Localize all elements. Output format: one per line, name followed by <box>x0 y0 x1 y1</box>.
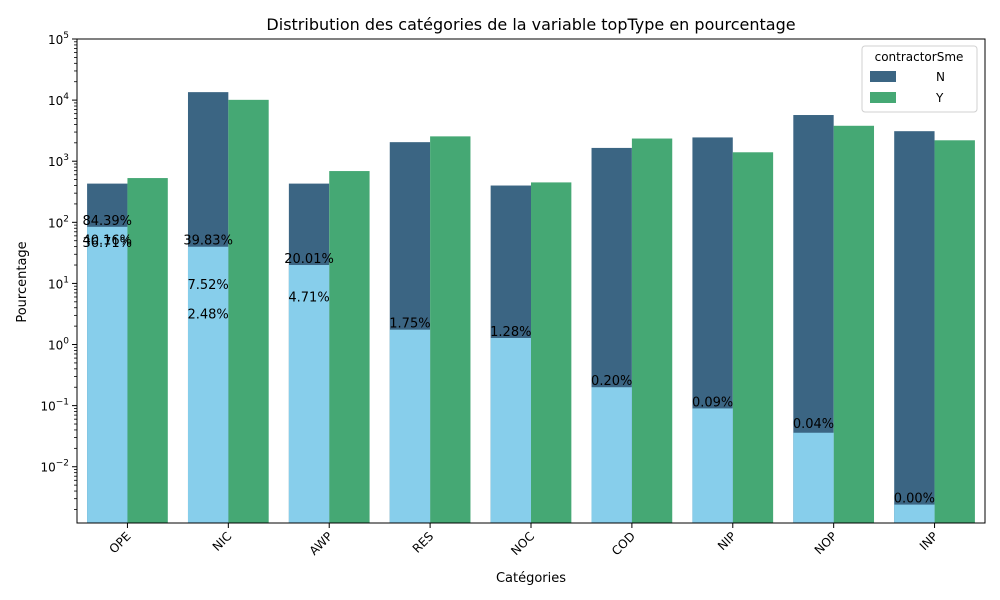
x-axis: OPE NIC AWP RES NOC COD NIP NOP INP <box>107 523 941 558</box>
y-tick-exponent: 2 <box>63 214 69 224</box>
x-tick-label-nic: NIC <box>210 529 235 554</box>
annotation-nop: 0.04% <box>793 417 834 432</box>
annotation-ope: 40.16% <box>82 234 132 249</box>
y-tick-exponent: 5 <box>63 31 69 41</box>
y-tick-base: 10 <box>40 400 55 414</box>
legend-label-n: N <box>936 70 945 84</box>
annotation-inp: 0.00% <box>894 492 935 507</box>
percentage-bar-ope <box>87 226 128 523</box>
y-tick-base: 10 <box>48 155 63 169</box>
percentage-bar-nop <box>793 432 834 523</box>
y-tick-label: 104 <box>48 92 69 108</box>
y-tick-base: 10 <box>40 461 55 475</box>
percentage-bar-awp <box>288 265 330 523</box>
y-tick-label: 101 <box>48 275 69 291</box>
y-tick-exponent: 0 <box>63 337 69 347</box>
legend-swatch-y <box>870 92 896 103</box>
percentage-bar-cod <box>591 387 632 523</box>
bar-y-nip <box>732 152 774 524</box>
y-tick-label: 100 <box>48 337 69 353</box>
y-tick-label: 103 <box>48 153 69 169</box>
y-tick-label: 105 <box>48 31 69 47</box>
y-tick-base: 10 <box>48 216 63 230</box>
bar-y-cod <box>631 138 673 523</box>
y-tick-exponent: −1 <box>56 398 69 408</box>
x-tick-label-inp: INP <box>917 529 941 553</box>
bar-y-awp <box>329 171 370 523</box>
bar-y-res <box>430 136 471 523</box>
annotation-nic: 7.52% <box>187 278 228 293</box>
percentage-bar-res <box>389 329 431 523</box>
y-tick-base: 10 <box>48 339 63 353</box>
y-tick-exponent: 1 <box>63 275 69 285</box>
annotation-ope: 36.71% <box>82 236 132 251</box>
percentage-bar-nic <box>187 246 229 523</box>
annotation-nic: 39.83% <box>183 234 233 249</box>
bar-y-noc <box>531 182 572 523</box>
annotation-awp: 20.01% <box>284 252 334 267</box>
bar-y-inp <box>934 140 975 523</box>
bar-y-nic <box>228 99 269 524</box>
annotation-res: 1.75% <box>389 317 430 332</box>
x-tick-label-cod: COD <box>609 529 638 558</box>
x-tick-label-res: RES <box>410 529 437 556</box>
plot-area: 84.39% 40.16%36.71% 39.83% 7.52% 2.48% 20.01%… <box>76 38 986 524</box>
percentage-bar-noc <box>490 337 531 523</box>
y-tick-base: 10 <box>48 94 63 108</box>
x-tick-label-nop: NOP <box>812 529 840 557</box>
legend: contractorSme NY <box>861 45 978 113</box>
chart-title: Distribution des catégories de la variab… <box>266 15 795 34</box>
legend-title: contractorSme <box>875 50 964 64</box>
x-tick-label-nip: NIP <box>715 529 739 553</box>
y-tick-label: 102 <box>48 214 69 230</box>
annotation-awp: 4.71% <box>288 290 329 305</box>
annotation-noc: 1.28% <box>490 325 531 340</box>
bar-y-ope <box>127 178 168 523</box>
annotation-cod: 0.20% <box>591 374 632 389</box>
percentage-bar-nip <box>692 408 733 523</box>
y-tick-base: 10 <box>48 277 63 291</box>
x-axis-label: Catégories <box>496 571 566 586</box>
x-tick-label-awp: AWP <box>307 529 336 558</box>
percentage-bar-inp <box>894 504 935 523</box>
legend-label-y: Y <box>935 91 944 105</box>
annotation-nic: 2.48% <box>187 307 228 322</box>
y-tick-label: 10−2 <box>40 459 69 475</box>
annotation-ope: 84.39% <box>82 214 132 229</box>
bar-y-nop <box>833 125 875 523</box>
y-axis-label: Pourcentage <box>15 241 30 322</box>
y-tick-exponent: −2 <box>56 459 69 469</box>
bar-n-inp <box>894 131 935 523</box>
y-tick-exponent: 3 <box>63 153 69 163</box>
x-tick-label-noc: NOC <box>508 529 537 558</box>
x-tick-label-ope: OPE <box>107 529 134 556</box>
legend-swatch-n <box>870 71 896 82</box>
y-tick-exponent: 4 <box>63 92 69 102</box>
annotation-nip: 0.09% <box>692 395 733 410</box>
y-tick-base: 10 <box>48 33 63 47</box>
y-tick-label: 10−1 <box>40 398 69 414</box>
